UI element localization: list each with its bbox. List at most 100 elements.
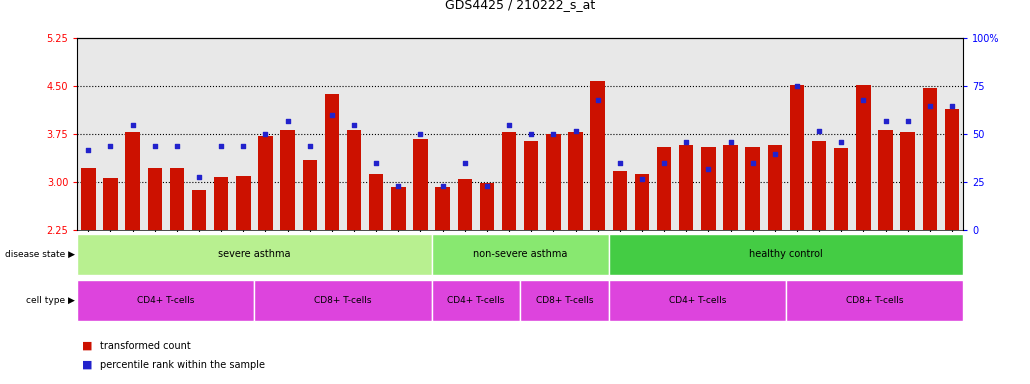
Bar [103, 178, 117, 230]
Bar [613, 171, 627, 230]
Text: disease state ▶: disease state ▶ [5, 250, 75, 259]
Point [235, 143, 251, 149]
Text: CD8+ T-cells: CD8+ T-cells [536, 296, 593, 305]
Bar [77, 233, 432, 275]
Point [323, 112, 340, 118]
Text: CD4+ T-cells: CD4+ T-cells [668, 296, 726, 305]
Point [302, 143, 318, 149]
Text: CD8+ T-cells: CD8+ T-cells [314, 296, 372, 305]
Bar [701, 147, 716, 230]
Bar [520, 280, 609, 321]
Text: ■: ■ [82, 341, 93, 351]
Point [545, 131, 561, 137]
Bar [480, 183, 494, 230]
Point [146, 143, 163, 149]
Bar [214, 177, 229, 230]
Bar [786, 280, 963, 321]
Point [435, 183, 451, 189]
Bar [569, 132, 583, 230]
Point [633, 175, 650, 182]
Bar [236, 176, 250, 230]
Point [589, 97, 606, 103]
Bar [546, 134, 560, 230]
Bar [723, 145, 737, 230]
Bar [324, 94, 339, 230]
Text: GDS4425 / 210222_s_at: GDS4425 / 210222_s_at [445, 0, 595, 12]
Bar [634, 174, 649, 230]
Text: CD4+ T-cells: CD4+ T-cells [137, 296, 195, 305]
Point [80, 147, 97, 153]
Point [855, 97, 871, 103]
Bar [834, 149, 849, 230]
Bar [609, 280, 786, 321]
Bar [369, 174, 383, 230]
Bar [609, 233, 963, 275]
Bar [657, 147, 672, 230]
Point [745, 160, 761, 166]
Point [811, 127, 827, 134]
Bar [524, 141, 539, 230]
Point [943, 103, 960, 109]
Bar [147, 168, 162, 230]
Bar [432, 233, 609, 275]
Bar [413, 139, 427, 230]
Point [456, 160, 473, 166]
Text: transformed count: transformed count [100, 341, 191, 351]
Text: severe asthma: severe asthma [218, 249, 290, 260]
Bar [81, 168, 96, 230]
Bar [746, 147, 760, 230]
Text: CD8+ T-cells: CD8+ T-cells [846, 296, 903, 305]
Point [213, 143, 230, 149]
Point [789, 83, 805, 89]
Point [102, 143, 118, 149]
Text: ■: ■ [82, 360, 93, 370]
Point [258, 131, 274, 137]
Point [368, 160, 384, 166]
Bar [259, 136, 273, 230]
Point [523, 131, 540, 137]
Text: non-severe asthma: non-severe asthma [473, 249, 568, 260]
Point [700, 166, 717, 172]
Bar [77, 280, 254, 321]
Bar [432, 280, 520, 321]
Point [899, 118, 916, 124]
Bar [945, 109, 959, 230]
Bar [502, 132, 516, 230]
Bar [170, 168, 184, 230]
Point [412, 131, 428, 137]
Bar [192, 190, 206, 230]
Text: healthy control: healthy control [749, 249, 823, 260]
Bar [679, 145, 693, 230]
Bar [923, 88, 937, 230]
Bar [879, 130, 893, 230]
Point [279, 118, 296, 124]
Bar [900, 132, 915, 230]
Bar [280, 130, 295, 230]
Bar [856, 85, 870, 230]
Point [878, 118, 894, 124]
Bar [436, 187, 450, 230]
Point [346, 122, 363, 128]
Bar [767, 145, 782, 230]
Text: CD4+ T-cells: CD4+ T-cells [447, 296, 505, 305]
Point [191, 174, 207, 180]
Point [922, 103, 938, 109]
Point [656, 160, 673, 166]
Point [479, 183, 495, 189]
Point [125, 122, 141, 128]
Bar [391, 187, 406, 230]
Bar [254, 280, 432, 321]
Bar [590, 81, 605, 230]
Bar [812, 141, 826, 230]
Bar [126, 132, 140, 230]
Bar [303, 160, 317, 230]
Point [169, 143, 185, 149]
Bar [347, 130, 362, 230]
Bar [790, 85, 804, 230]
Point [833, 139, 850, 145]
Point [568, 127, 584, 134]
Point [390, 183, 407, 189]
Point [501, 122, 517, 128]
Text: percentile rank within the sample: percentile rank within the sample [100, 360, 265, 370]
Point [678, 139, 694, 145]
